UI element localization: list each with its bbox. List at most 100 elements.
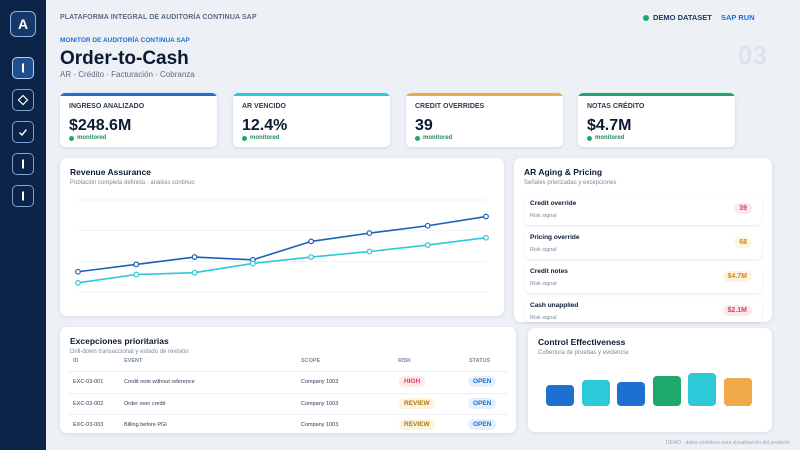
- kpi-label: AR VENCIDO: [242, 103, 286, 110]
- aging-row-pricing-override[interactable]: Pricing override Risk signal 68: [524, 229, 762, 259]
- cell-event: Credit note without reference: [124, 379, 195, 385]
- revenue-assurance-panel: Revenue Assurance Población completa def…: [60, 158, 504, 316]
- ar-aging-panel: AR Aging & Pricing Señales priorizadas y…: [514, 158, 772, 322]
- kpi-value: 12.4%: [242, 117, 288, 134]
- aging-row-credit-override[interactable]: Credit override Risk signal 39: [524, 195, 762, 225]
- panel-subtitle: Cobertura de pruebas y evidencia: [538, 350, 629, 356]
- page-title: Order-to-Cash: [60, 48, 189, 69]
- nav-item-controls[interactable]: [12, 121, 34, 143]
- aging-row-credit-notes[interactable]: Credit notes Risk signal $4.7M: [524, 263, 762, 293]
- bar-icon: [22, 191, 24, 201]
- aging-row-value: 68: [734, 237, 752, 248]
- revenue-line-chart: [75, 199, 489, 293]
- kpi-label: INGRESO ANALIZADO: [69, 103, 145, 110]
- data-point[interactable]: [308, 238, 315, 245]
- status-dot-icon: [643, 14, 649, 21]
- aging-row-value: 39: [734, 203, 752, 214]
- column-header-status[interactable]: STATUS: [469, 358, 491, 364]
- bar-icon: [22, 159, 24, 169]
- data-point[interactable]: [424, 242, 431, 248]
- control-bar[interactable]: [652, 375, 681, 406]
- control-bar[interactable]: [688, 372, 716, 406]
- aging-row-sub: Risk signal: [530, 213, 557, 219]
- risk-badge: HIGH: [399, 376, 426, 387]
- data-point[interactable]: [133, 271, 140, 278]
- status-dot-icon: [587, 135, 592, 141]
- status-badge[interactable]: OPEN: [468, 376, 497, 387]
- control-bar[interactable]: [617, 382, 645, 406]
- demo-dataset-label: DEMO DATASET: [653, 13, 712, 22]
- platform-title: PLATAFORMA INTEGRAL DE AUDITORÍA CONTINU…: [60, 14, 257, 21]
- nav-item-overview[interactable]: [12, 57, 34, 79]
- data-point[interactable]: [133, 261, 140, 268]
- data-point[interactable]: [366, 230, 373, 237]
- kpi-card-credit-notes[interactable]: NOTAS CRÉDITO $4.7M monitored: [578, 93, 735, 147]
- data-point[interactable]: [424, 222, 431, 229]
- nav-item-settings[interactable]: [12, 185, 34, 207]
- table-row[interactable]: EXC-03-003 Billing before PGI Company 10…: [68, 414, 508, 435]
- kpi-card-ar-overdue[interactable]: AR VENCIDO 12.4% monitored: [233, 93, 390, 147]
- column-header-risk[interactable]: RISK: [398, 358, 412, 364]
- aging-row-sub: Risk signal: [530, 247, 557, 253]
- exceptions-panel: Excepciones prioritarias Drill-down tran…: [60, 327, 516, 433]
- app-logo[interactable]: A: [10, 11, 36, 37]
- kpi-accent-bar: [233, 93, 390, 96]
- kpi-status-label: monitored: [250, 135, 280, 141]
- data-point[interactable]: [308, 254, 315, 260]
- status-dot-icon: [69, 135, 74, 141]
- kpi-accent-bar: [60, 93, 217, 96]
- data-point[interactable]: [191, 254, 198, 260]
- control-bar[interactable]: [581, 379, 610, 406]
- diamond-icon: [17, 94, 29, 106]
- kpi-status: monitored: [69, 135, 106, 141]
- kpi-status-label: monitored: [423, 135, 453, 141]
- panel-subtitle: Población completa definida · análisis c…: [70, 180, 195, 186]
- status-badge[interactable]: OPEN: [468, 419, 497, 430]
- aging-row-name: Cash unapplied: [530, 302, 579, 309]
- data-point[interactable]: [366, 248, 373, 255]
- panel-title: Control Effectiveness: [538, 337, 626, 347]
- cell-scope: Company 1003: [301, 401, 339, 407]
- nav-item-rules[interactable]: [12, 89, 34, 111]
- risk-badge: REVIEW: [399, 398, 435, 409]
- control-effectiveness-panel: Control Effectiveness Cobertura de prueb…: [528, 328, 772, 432]
- kpi-status: monitored: [587, 135, 624, 141]
- kpi-card-revenue[interactable]: INGRESO ANALIZADO $248.6M monitored: [60, 93, 217, 147]
- cell-id: EXC-03-002: [73, 401, 104, 407]
- data-point[interactable]: [483, 234, 489, 241]
- kpi-label: NOTAS CRÉDITO: [587, 103, 645, 110]
- aging-row-name: Credit override: [530, 200, 577, 207]
- kpi-value: $4.7M: [587, 117, 632, 134]
- cell-event: Order over credit: [124, 401, 166, 407]
- kpi-value: $248.6M: [69, 117, 132, 134]
- sap-run-link[interactable]: SAP RUN: [721, 13, 755, 22]
- control-bar[interactable]: [723, 378, 752, 406]
- column-header-scope[interactable]: SCOPE: [301, 358, 321, 364]
- aging-row-cash-unapplied[interactable]: Cash unapplied Risk signal $2.1M: [524, 297, 762, 322]
- data-point[interactable]: [191, 269, 198, 276]
- kpi-status-label: monitored: [595, 135, 625, 141]
- aging-row-value: $2.1M: [722, 305, 752, 316]
- column-header-id[interactable]: ID: [73, 358, 79, 364]
- data-point[interactable]: [483, 213, 489, 220]
- status-badge[interactable]: OPEN: [468, 398, 497, 409]
- kpi-accent-bar: [406, 93, 563, 96]
- cell-event: Billing before PGI: [124, 422, 167, 428]
- nav-item-reports[interactable]: [12, 153, 34, 175]
- column-header-event[interactable]: EVENT: [124, 358, 143, 364]
- cell-id: EXC-03-001: [73, 379, 104, 385]
- cell-scope: Company 1003: [301, 422, 339, 428]
- page-subtitle: AR · Crédito · Facturación · Cobranza: [60, 70, 195, 79]
- table-row[interactable]: EXC-03-002 Order over credit Company 100…: [68, 393, 508, 414]
- data-point[interactable]: [249, 260, 256, 267]
- aging-row-name: Credit notes: [530, 268, 568, 275]
- bar-icon: [22, 63, 24, 73]
- risk-badge: REVIEW: [399, 419, 435, 430]
- kpi-card-credit-overrides[interactable]: CREDIT OVERRIDES 39 monitored: [406, 93, 563, 147]
- aging-row-sub: Risk signal: [530, 281, 557, 287]
- data-point[interactable]: [75, 279, 81, 286]
- table-row[interactable]: EXC-03-001 Credit note without reference…: [68, 371, 508, 392]
- control-bar[interactable]: [546, 385, 574, 406]
- data-point[interactable]: [75, 268, 81, 275]
- series-line-2: [77, 236, 487, 284]
